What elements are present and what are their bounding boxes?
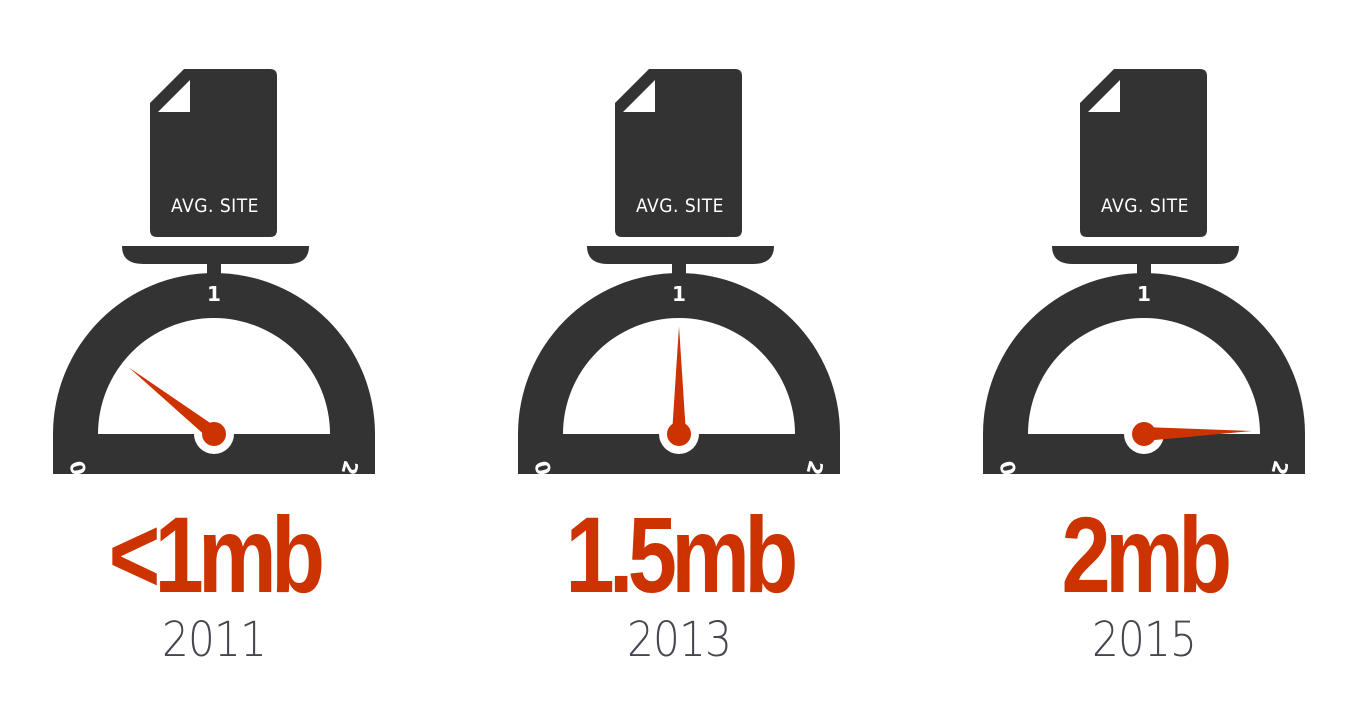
tick-label-2: 2 [1267, 458, 1294, 477]
year-label: 2011 [162, 612, 267, 668]
document-fold [158, 80, 190, 112]
year-label: 2013 [627, 612, 732, 668]
size-value-label: 2mb [1061, 494, 1233, 615]
scale-2011: AVG. SITE 0 1 2 <1mb 2011 [44, 0, 384, 713]
scale-2013: AVG. SITE 0 1 2 1.5mb 2013 [509, 0, 849, 713]
needle-hub [1132, 422, 1156, 446]
size-value-label: 1.5mb [565, 494, 798, 615]
scale-2015: AVG. SITE 0 1 2 2mb 2015 [974, 0, 1314, 713]
needle-pointer [672, 326, 686, 434]
tick-label-0: 0 [530, 458, 557, 477]
document-icon: AVG. SITE [150, 69, 277, 237]
tick-label-1: 1 [672, 282, 686, 306]
scale-graphic: AVG. SITE 0 1 2 [983, 69, 1305, 478]
document-fold [623, 80, 655, 112]
tick-label-0: 0 [995, 458, 1022, 477]
year-label: 2015 [1092, 612, 1197, 668]
document-label: AVG. SITE [1101, 195, 1189, 217]
document-icon: AVG. SITE [1080, 69, 1207, 237]
needle [128, 367, 234, 454]
tick-label-1: 1 [207, 282, 221, 306]
tick-label-1: 1 [1137, 282, 1151, 306]
needle [659, 326, 699, 454]
needle-pointer [1143, 427, 1252, 441]
dial-window [98, 318, 330, 434]
needle-pointer [128, 367, 219, 440]
scale-pan [122, 246, 309, 264]
scale-pan [1052, 246, 1239, 264]
tick-label-2: 2 [337, 458, 364, 477]
document-fold [1088, 80, 1120, 112]
scale-stem [672, 262, 686, 276]
scale-stem [1137, 262, 1151, 276]
document-label: AVG. SITE [636, 195, 724, 217]
tick-label-2: 2 [802, 458, 829, 477]
needle-hub [202, 422, 226, 446]
needle [1124, 414, 1252, 454]
dial-window [1028, 318, 1260, 434]
document-icon: AVG. SITE [615, 69, 742, 237]
needle-hub [667, 422, 691, 446]
scale-pan [587, 246, 774, 264]
scale-graphic: AVG. SITE 0 1 2 [518, 69, 840, 478]
size-value-label: <1mb [108, 494, 326, 615]
document-label: AVG. SITE [171, 195, 259, 217]
scale-graphic: AVG. SITE 0 1 2 [53, 69, 375, 478]
tick-label-0: 0 [65, 458, 92, 477]
scale-stem [207, 262, 221, 276]
